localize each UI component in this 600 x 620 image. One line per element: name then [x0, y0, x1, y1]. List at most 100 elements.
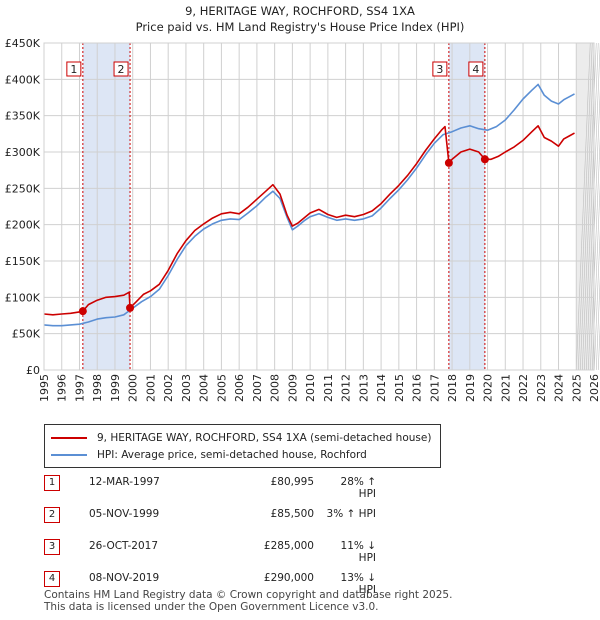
x-tick-label: 2000	[127, 374, 140, 402]
plot-border	[43, 42, 595, 371]
transaction-date: 12-MAR-1997	[89, 476, 160, 488]
x-tick-label: 2019	[464, 374, 477, 402]
forecast-hatch	[589, 135, 600, 371]
footer-licence: This data is licensed under the Open Gov…	[44, 601, 379, 613]
transaction-badge: 3	[44, 539, 60, 555]
transaction-hpi-diff: 28% ↑ HPI	[340, 476, 376, 500]
transaction-point	[444, 158, 453, 167]
transaction-date: 08-NOV-2019	[89, 572, 160, 584]
x-tick-label: 2008	[269, 374, 282, 402]
x-tick-label: 1998	[91, 374, 104, 402]
x-tick-label: 2023	[535, 374, 548, 402]
transaction-hpi-diff: 11% ↓ HPI	[340, 540, 376, 564]
x-tick-label: 2026	[588, 374, 600, 402]
x-tick-label: 2018	[446, 374, 459, 402]
transaction-badge-label: 3	[436, 63, 443, 76]
y-tick-label: £450K	[5, 37, 41, 50]
property-price-line	[43, 125, 575, 316]
transaction-date: 05-NOV-1999	[89, 508, 160, 520]
table-row: 1 12-MAR-1997 £80,995 28% ↑ HPI	[44, 475, 444, 507]
transactions-table: 1 12-MAR-1997 £80,995 28% ↑ HPI 2 05-NOV…	[44, 475, 444, 603]
x-tick-label: 2010	[304, 374, 317, 402]
forecast-hatch	[591, 182, 600, 371]
forecast-hatch	[595, 275, 600, 371]
transaction-price: £285,000	[263, 540, 314, 552]
y-tick-label: £100K	[5, 291, 41, 304]
hpi-line	[43, 83, 575, 327]
x-tick-label: 2020	[482, 374, 495, 402]
y-tick-label: £200K	[5, 219, 41, 232]
forecast-hatch	[585, 42, 600, 371]
transaction-price: £85,500	[270, 508, 314, 520]
forecast-hatch	[579, 42, 595, 371]
x-tick-label: 2014	[375, 374, 388, 402]
legend-item-hpi: HPI: Average price, semi-detached house,…	[45, 447, 367, 463]
x-tick-label: 2021	[499, 374, 512, 402]
y-tick-label: £400K	[5, 73, 41, 86]
sale-period-shading	[448, 43, 485, 370]
forecast-hatch	[593, 228, 600, 371]
transaction-badge-label: 1	[70, 63, 77, 76]
transaction-badge: 2	[44, 507, 60, 523]
transaction-date: 26-OCT-2017	[89, 540, 158, 552]
forecast-hatch	[575, 42, 591, 371]
transaction-hpi-diff: 3% ↑ HPI	[326, 508, 376, 520]
legend-swatch-property	[51, 437, 87, 439]
transaction-badge: 4	[44, 571, 60, 587]
footer-copyright: Contains HM Land Registry data © Crown c…	[44, 589, 453, 601]
chart-title: 9, HERITAGE WAY, ROCHFORD, SS4 1XA	[185, 4, 415, 18]
x-tick-label: 2006	[233, 374, 246, 402]
transaction-point	[78, 307, 87, 316]
x-tick-label: 2011	[322, 374, 335, 402]
x-tick-label: 2004	[198, 374, 211, 402]
x-tick-label: 2001	[144, 374, 157, 402]
legend-swatch-hpi	[51, 454, 87, 456]
x-tick-label: 1995	[38, 374, 51, 402]
x-tick-label: 2024	[553, 374, 566, 402]
transaction-badge-box	[113, 61, 129, 77]
x-tick-label: 1997	[73, 374, 86, 402]
x-tick-label: 2017	[428, 374, 441, 402]
transaction-hpi-diff: 13% ↓ HPI	[340, 572, 376, 596]
x-tick-label: 2007	[251, 374, 264, 402]
x-tick-label: 2022	[517, 374, 530, 402]
forecast-hatch	[583, 42, 599, 371]
table-row: 4 08-NOV-2019 £290,000 13% ↓ HPI	[44, 571, 444, 603]
x-tick-label: 2013	[357, 374, 370, 402]
y-tick-label: £150K	[5, 255, 41, 268]
forecast-hatch	[577, 42, 593, 371]
x-tick-label: 2002	[162, 374, 175, 402]
footer: Contains HM Land Registry data © Crown c…	[44, 589, 452, 613]
y-tick-label: £250K	[5, 182, 41, 195]
x-tick-label: 1999	[109, 374, 122, 402]
transaction-point	[126, 303, 135, 312]
chart-subtitle: Price paid vs. HM Land Registry's House …	[136, 20, 465, 34]
x-tick-label: 2012	[340, 374, 353, 402]
x-tick-label: 1996	[56, 374, 69, 402]
y-tick-label: £50K	[12, 328, 41, 341]
transaction-badge-box	[432, 61, 448, 77]
transaction-badge: 1	[44, 475, 60, 491]
x-tick-label: 2005	[215, 374, 228, 402]
x-tick-label: 2009	[286, 374, 299, 402]
transaction-badge-box	[66, 61, 82, 77]
transaction-badge-label: 4	[472, 63, 479, 76]
transaction-badge-box	[468, 61, 484, 77]
y-tick-label: £350K	[5, 110, 41, 123]
chart: 9, HERITAGE WAY, ROCHFORD, SS4 1XA Price…	[5, 4, 600, 402]
transaction-badge-label: 2	[118, 63, 125, 76]
y-tick-label: £300K	[5, 146, 41, 159]
legend-label-hpi: HPI: Average price, semi-detached house,…	[97, 449, 367, 461]
transaction-price: £80,995	[270, 476, 314, 488]
y-tick-label: £0	[26, 364, 40, 377]
table-row: 3 26-OCT-2017 £285,000 11% ↓ HPI	[44, 539, 444, 571]
transaction-price: £290,000	[263, 572, 314, 584]
x-tick-label: 2015	[393, 374, 406, 402]
legend-item-property: 9, HERITAGE WAY, ROCHFORD, SS4 1XA (semi…	[45, 430, 431, 446]
legend: 9, HERITAGE WAY, ROCHFORD, SS4 1XA (semi…	[44, 424, 441, 468]
x-tick-label: 2016	[411, 374, 424, 402]
plot-area	[44, 43, 594, 370]
transaction-point	[480, 155, 489, 164]
table-row: 2 05-NOV-1999 £85,500 3% ↑ HPI	[44, 507, 444, 539]
x-tick-label: 2025	[570, 374, 583, 402]
